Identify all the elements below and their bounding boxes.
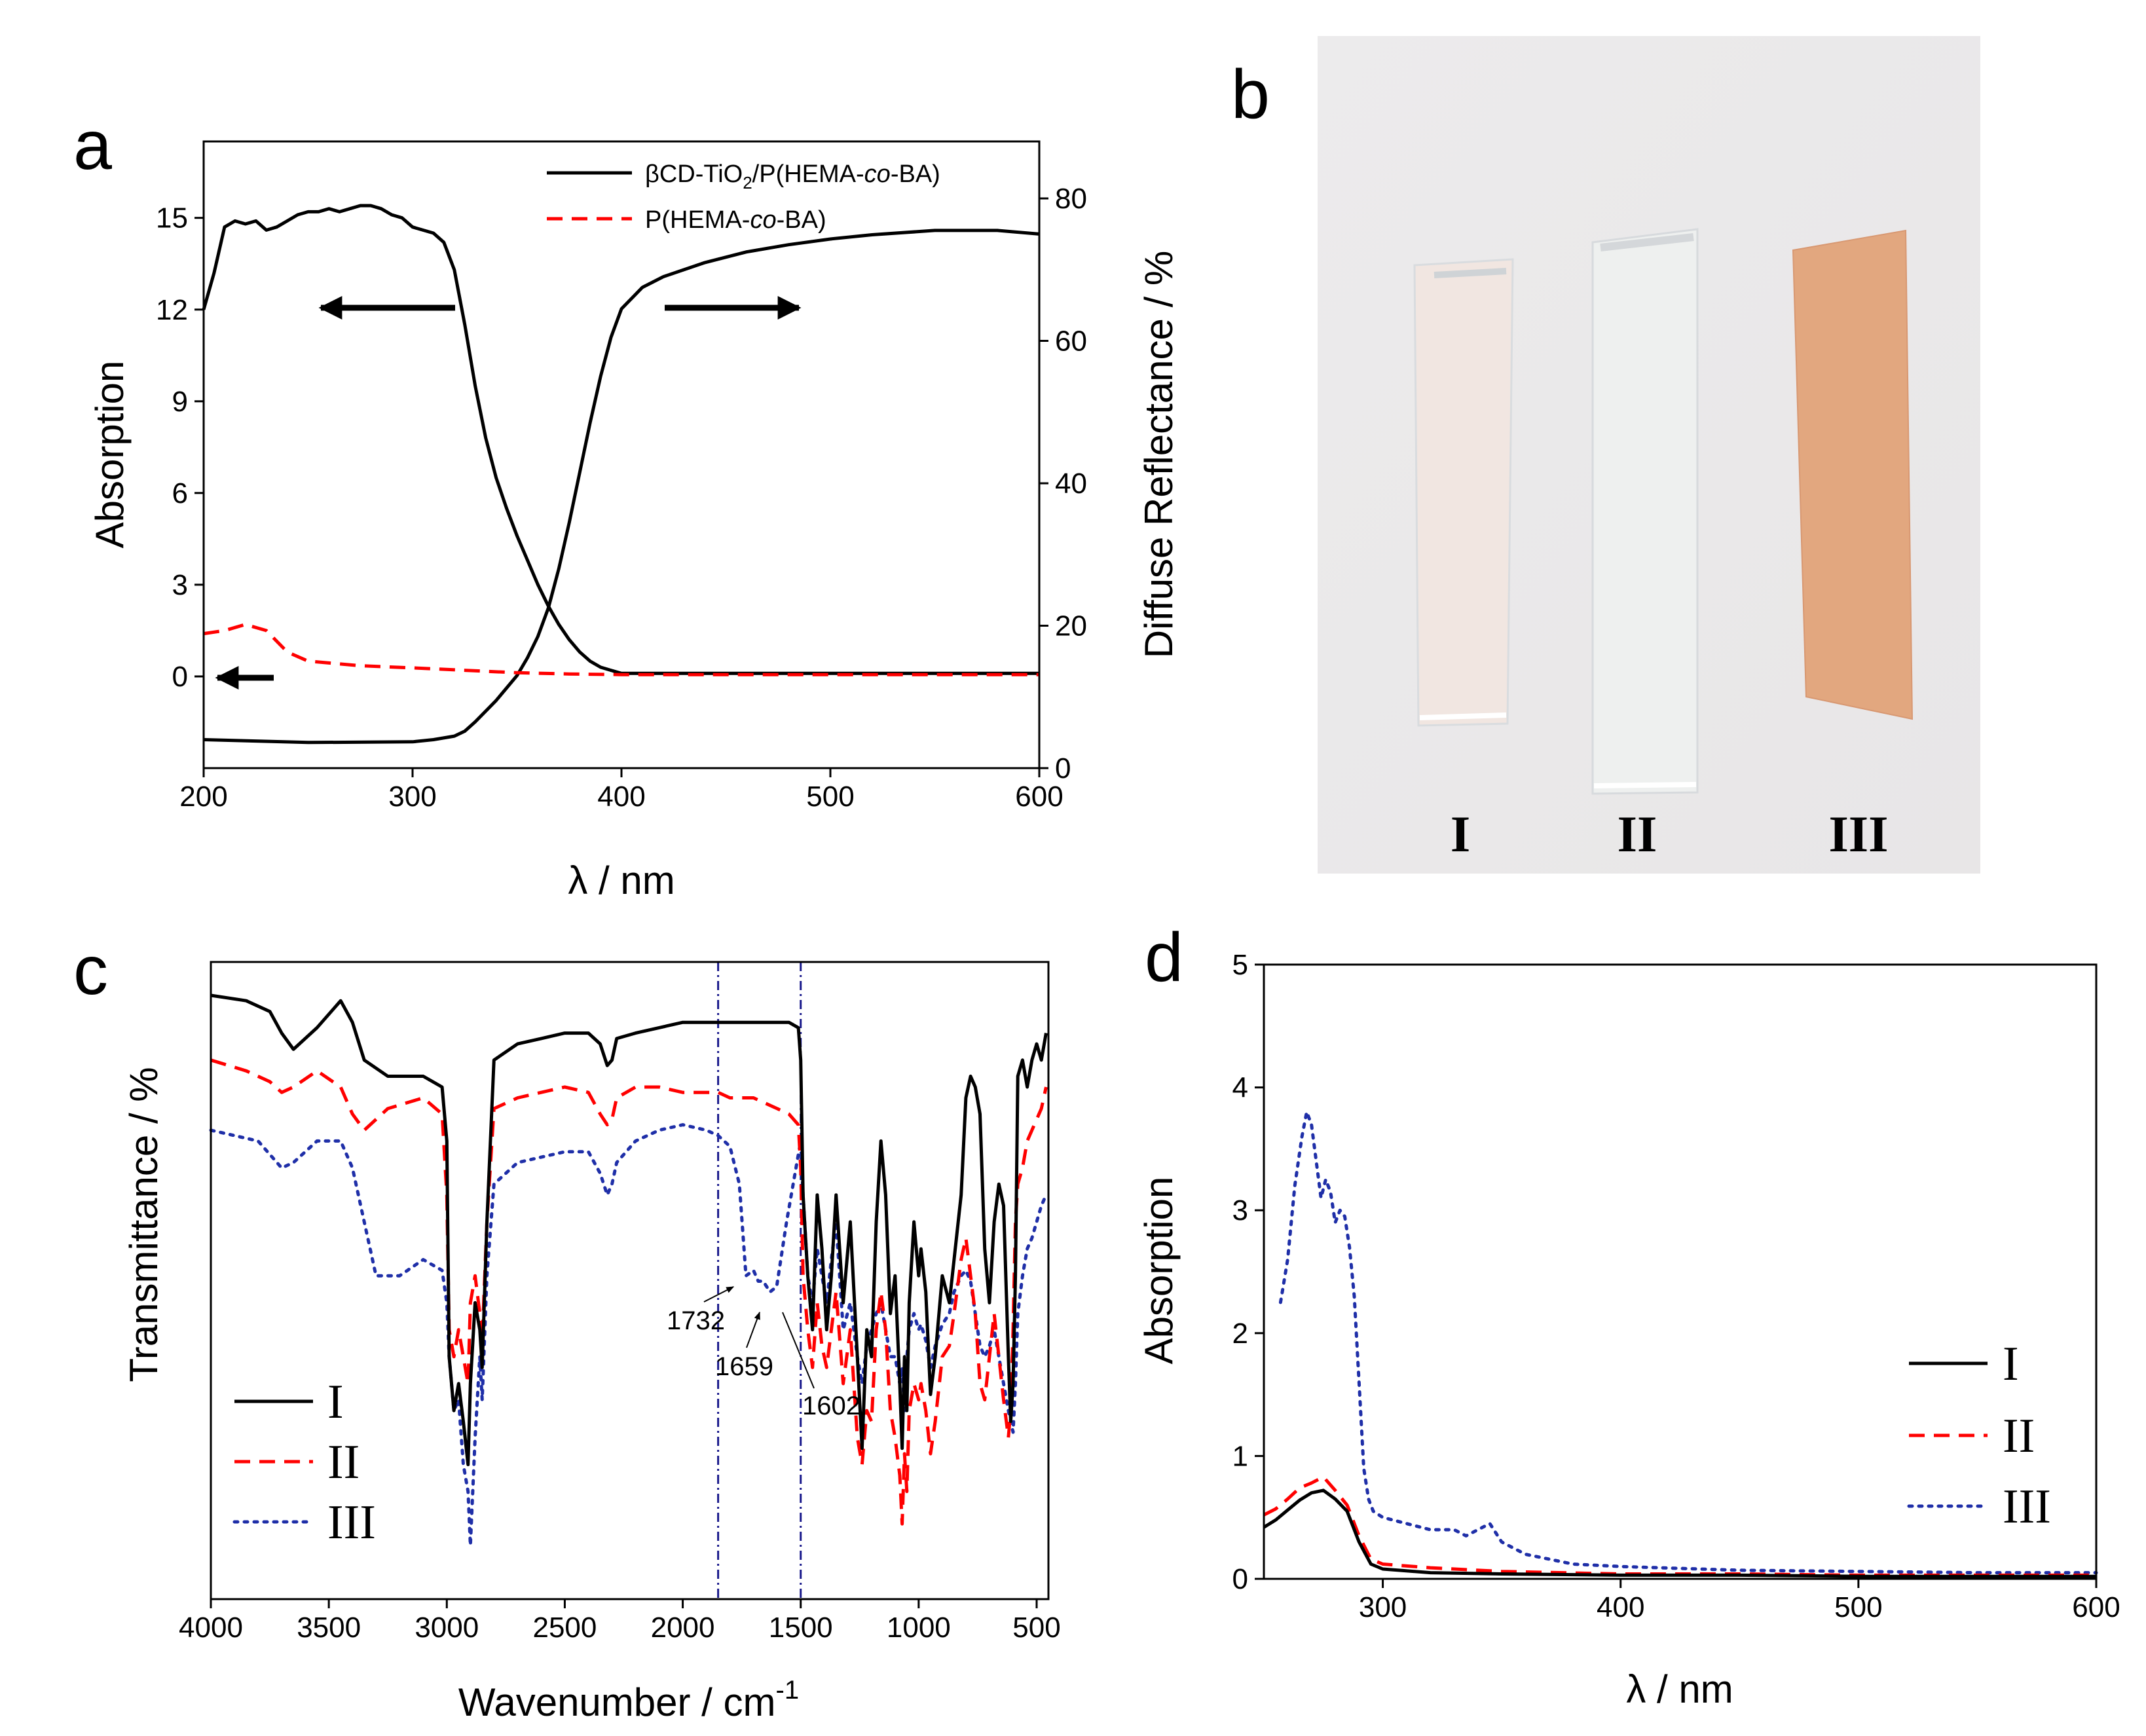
film-III [1792, 229, 1914, 720]
panel-label-a: a [73, 107, 112, 184]
strip-label-II: II [1618, 805, 1657, 862]
annotation-1732: 1732 [667, 1306, 725, 1335]
panel-d-frame [1263, 963, 2098, 1580]
panel-d-y-ticklabel-4: 4 [1232, 1072, 1248, 1104]
panel-c-annotations: 1732 1659 1602 [667, 1286, 860, 1420]
panel-c-x-ticklabel-7: 500 [1012, 1612, 1060, 1644]
film-II-bottom-edge [1593, 782, 1697, 788]
panel-a-x-ticklabel-0: 200 [179, 781, 227, 813]
panel-label-d: d [1145, 919, 1183, 996]
panel-c-x-ticklabel-5: 1500 [769, 1612, 833, 1644]
panel-a-y2-ticklabel-3: 60 [1055, 325, 1087, 358]
panel-a-xlabel: λ / nm [568, 859, 675, 902]
panel-d: d 300 400 500 600 0 1 2 3 4 5 λ / nm Absorption I… [1137, 919, 2120, 1711]
legend-d-label-I: I [2003, 1337, 2019, 1391]
panel-a-legend: βCD-TiO2/P(HEMA-co-BA) P(HEMA-co-BA) [547, 160, 940, 234]
panel-c-xlabel: Wavenumber / cm-1 [458, 1676, 799, 1724]
legend-a-label-2: P(HEMA-co-BA) [645, 206, 826, 234]
legend-c-label-III: III [327, 1496, 376, 1549]
annotation-1602: 1602 [802, 1392, 860, 1420]
panel-label-c: c [73, 932, 108, 1009]
panel-d-series-II [1263, 1475, 2096, 1577]
panel-a-x-ticklabel-4: 600 [1015, 781, 1063, 813]
panel-a-y2label: Diffuse Reflectance / % [1137, 251, 1181, 659]
panel-label-b: b [1231, 56, 1270, 133]
panel-a-y-ticklabel-0: 0 [172, 661, 188, 693]
panel-a-y-ticklabel-5: 15 [156, 202, 188, 234]
legend-c-label-II: II [327, 1435, 360, 1489]
film-strip-I [1413, 258, 1514, 727]
panel-c-x-ticklabel-4: 2000 [651, 1612, 715, 1644]
panel-c-ylabel: Transmittance / % [122, 1067, 166, 1382]
panel-c-plot: 4000 3500 3000 2500 2000 1500 1000 500 [179, 962, 1061, 1644]
panel-c: c 4000 3500 3000 2500 2000 1500 1000 500 Wavenu… [73, 932, 1061, 1724]
panel-a-y2-ticklabel-2: 40 [1055, 468, 1087, 500]
panel-a-frame [202, 140, 1041, 769]
panel-c-x-ticklabel-6: 1000 [887, 1612, 951, 1644]
panel-d-series-III [1278, 1110, 2098, 1575]
panel-a-y-ticklabel-3: 9 [172, 386, 188, 418]
film-I-bottom-edge [1419, 712, 1507, 720]
panel-a-x-ticklabel-2: 400 [597, 781, 645, 813]
film-I [1413, 258, 1514, 727]
film-II-edge-highlight [1600, 233, 1694, 251]
film-I-edge-highlight [1434, 268, 1507, 278]
panel-a-y2-ticklabel-1: 20 [1055, 610, 1087, 642]
legend-d-label-III: III [2003, 1480, 2051, 1534]
panel-c-series-I [210, 993, 1048, 1466]
film-strip-II [1591, 228, 1699, 795]
panel-d-series-I [1263, 1488, 2096, 1578]
panel-d-y-ticklabel-0: 0 [1232, 1563, 1248, 1595]
panel-a-y2-ticklabel-4: 80 [1055, 183, 1087, 215]
panel-c-xlabel-sup: -1 [776, 1676, 800, 1705]
film-II [1591, 228, 1699, 795]
panel-d-y-ticklabel-1: 1 [1232, 1440, 1248, 1472]
legend-c-label-I: I [327, 1375, 344, 1429]
panel-d-x-ticklabel-1: 400 [1597, 1591, 1644, 1623]
panel-c-x-ticklabel-2: 3000 [415, 1612, 479, 1644]
panel-b: b I II III [1231, 36, 1980, 874]
panel-d-legend: I II III [1907, 1337, 2051, 1534]
panel-a-series-1 [203, 229, 1040, 745]
panel-a-y-ticklabel-2: 6 [172, 477, 188, 509]
panel-c-series-II [210, 1058, 1048, 1526]
strip-label-III: III [1828, 805, 1888, 862]
panel-d-x-ticklabel-3: 600 [2072, 1591, 2120, 1623]
panel-c-x-ticklabel-3: 2500 [532, 1612, 597, 1644]
annotation-1659-arrow [746, 1311, 760, 1348]
panel-c-x-ticklabel-0: 4000 [179, 1612, 243, 1644]
panel-a-y-ticklabel-1: 3 [172, 569, 188, 601]
panel-d-x-ticklabel-0: 300 [1359, 1591, 1407, 1623]
film-strip-III [1792, 229, 1914, 720]
panel-d-y-ticklabel-3: 3 [1232, 1194, 1248, 1227]
annotation-1732-arrow [703, 1286, 735, 1302]
panel-c-frame [210, 961, 1050, 1600]
panel-a-x-ticklabel-3: 500 [806, 781, 854, 813]
panel-c-x-ticklabel-1: 3500 [297, 1612, 361, 1644]
strip-label-I: I [1451, 805, 1470, 862]
panel-c-xlabel-base: Wavenumber / cm [458, 1680, 776, 1724]
panel-a-y2-ticklabel-0: 0 [1055, 752, 1071, 785]
panel-a-y-ticklabel-4: 12 [156, 294, 188, 326]
panel-d-x-ticklabel-2: 500 [1834, 1591, 1882, 1623]
panel-a-series-0 [202, 204, 1039, 675]
panel-d-y-ticklabel-5: 5 [1232, 949, 1248, 981]
panel-a-ylabel: Absorption [88, 361, 132, 549]
panel-d-xlabel: λ / nm [1626, 1667, 1733, 1711]
legend-d-label-II: II [2003, 1409, 2035, 1463]
legend-a-label-1: βCD-TiO2/P(HEMA-co-BA) [645, 160, 940, 193]
annotation-1602-line [782, 1312, 815, 1389]
panel-d-plot: 300 400 500 600 0 1 2 3 4 5 [1232, 949, 2120, 1623]
panel-d-y-ticklabel-2: 2 [1232, 1318, 1248, 1350]
panel-a-x-ticklabel-1: 300 [388, 781, 436, 813]
annotation-1659: 1659 [715, 1352, 773, 1381]
panel-c-legend: I II III [232, 1375, 376, 1549]
panel-a-series-2 [203, 623, 1039, 676]
panel-d-ylabel: Absorption [1137, 1177, 1181, 1365]
